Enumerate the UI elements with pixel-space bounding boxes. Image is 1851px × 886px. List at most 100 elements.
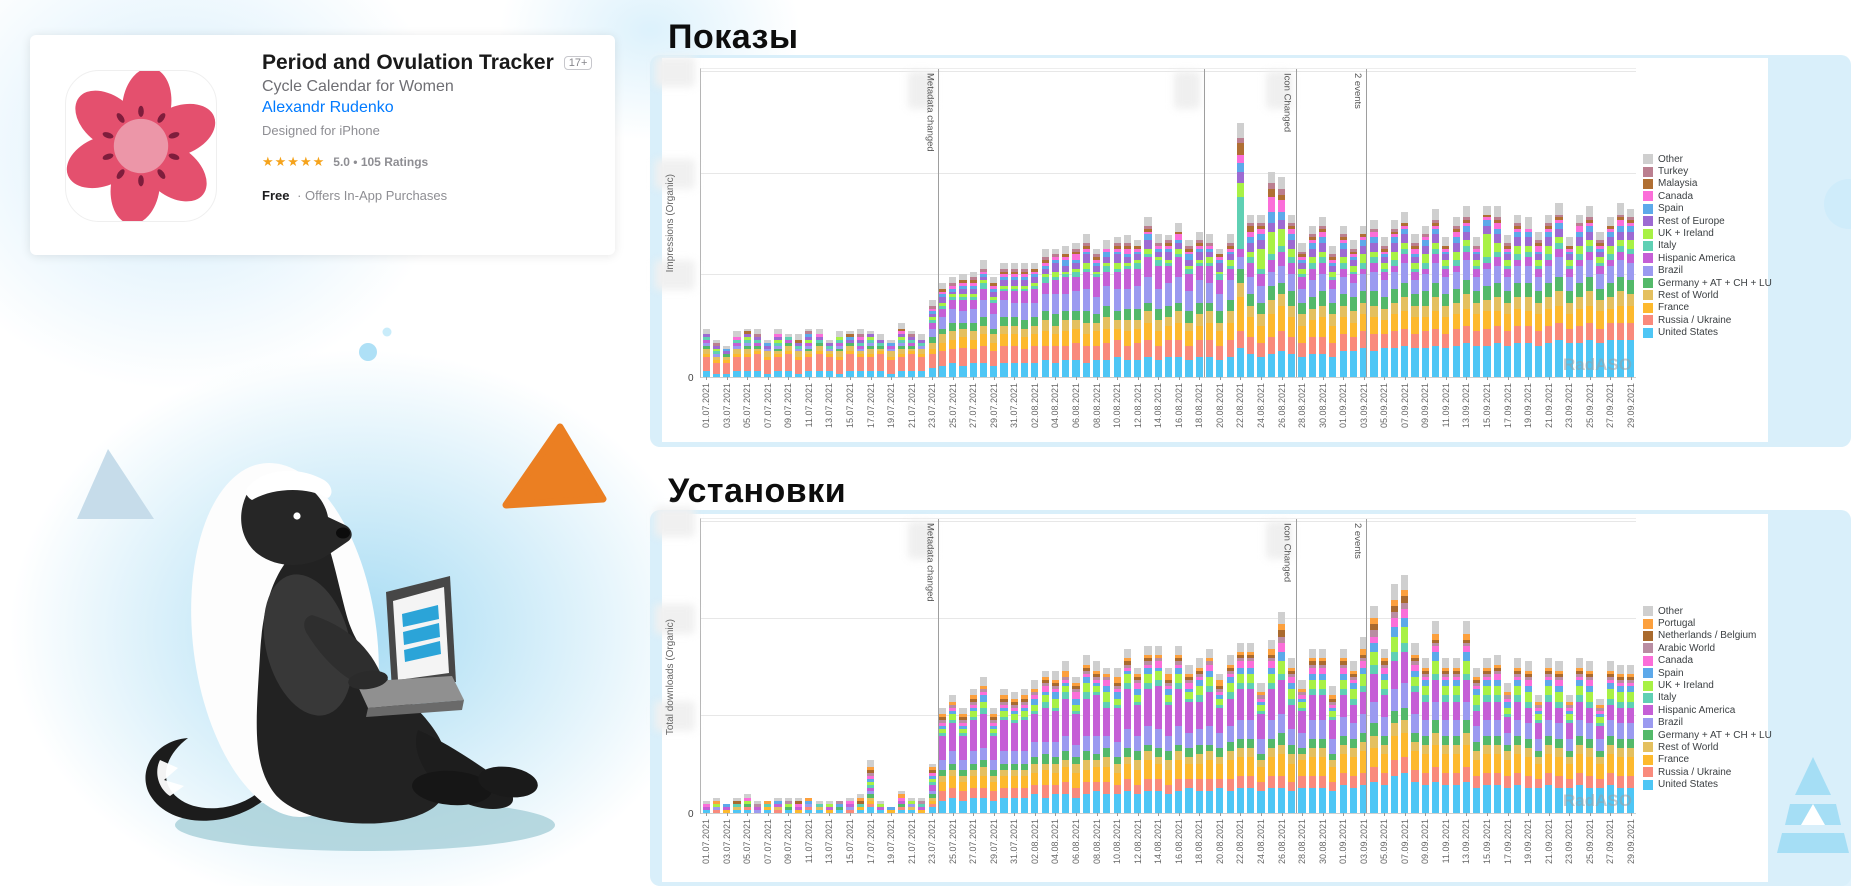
stacked-bar: [1072, 676, 1080, 813]
bar-segment: [856, 351, 864, 355]
bar-segment: [959, 297, 967, 301]
bar-segment: [1072, 710, 1080, 714]
bar-segment: [764, 339, 772, 343]
bar-segment: [1092, 782, 1101, 792]
bar-segment: [1380, 319, 1388, 335]
bar-segment: [1164, 701, 1173, 705]
bar-segment: [1483, 695, 1491, 702]
bar-segment: [897, 800, 905, 804]
bar-segment: [1072, 704, 1080, 711]
bar-segment: [1493, 686, 1501, 696]
bar-segment: [1493, 664, 1501, 668]
bar-segment: [1103, 248, 1111, 252]
bar-segment: [1308, 667, 1316, 674]
bar-segment: [949, 291, 957, 295]
bar-segment: [702, 334, 710, 338]
bar-segment: [866, 803, 875, 807]
bar-slot: 07.07.2021: [763, 519, 773, 864]
bar-segment: [1586, 692, 1594, 702]
bar-segment: [990, 782, 998, 792]
bar-segment: [969, 751, 977, 764]
bar-segment: [1627, 679, 1635, 684]
bar-slot: 19.07.2021: [886, 69, 896, 428]
x-axis-tick: [1384, 377, 1386, 380]
bar-segment: [1319, 305, 1327, 318]
bar-segment: [1349, 673, 1357, 677]
bar-segment: [1154, 686, 1162, 730]
bar-segment: [928, 763, 936, 767]
legend-swatch: [1643, 265, 1653, 276]
bar-segment: [1021, 268, 1029, 272]
stacked-bar: [1031, 679, 1039, 813]
bar-segment: [1555, 217, 1563, 221]
bar-slot: [1410, 519, 1420, 813]
bar-segment: [1575, 325, 1584, 343]
bar-segment: [1452, 679, 1460, 687]
bar-segment: [1411, 248, 1419, 255]
bar-segment: [1216, 254, 1224, 258]
bar-segment: [774, 809, 782, 813]
bar-segment: [795, 359, 803, 375]
bar-segment: [1565, 707, 1573, 711]
bar-segment: [1503, 775, 1512, 789]
bar-segment: [877, 345, 885, 349]
x-axis-tick: [1014, 813, 1016, 816]
bar-segment: [1144, 760, 1152, 779]
bar-segment: [1349, 322, 1357, 338]
bar-segment: [733, 357, 741, 372]
bar-segment: [1062, 331, 1070, 346]
bar-segment: [1524, 757, 1532, 776]
bar-segment: [1072, 328, 1080, 343]
bar-segment: [1298, 698, 1306, 702]
bar-segment: [1370, 243, 1378, 252]
chart-title-installs: Установки: [668, 472, 847, 510]
bar-segment: [1606, 228, 1614, 232]
bar-segment: [1606, 785, 1614, 813]
bar-segment: [866, 772, 875, 776]
bar-segment: [1401, 757, 1409, 773]
bar-segment: [959, 282, 967, 286]
bar-segment: [1575, 265, 1584, 283]
legend-swatch: [1643, 655, 1653, 666]
bar-segment: [959, 726, 967, 730]
bar-segment: [1267, 271, 1275, 286]
installs-chart: 01.07.2021 03.07.2021 05.07.2021 07.07.2021…: [655, 506, 1772, 882]
developer-link[interactable]: Alexandr Rudenko: [262, 99, 394, 116]
stacked-bar: [764, 339, 772, 377]
x-axis-tick: [1569, 377, 1571, 380]
bar-segment: [969, 285, 977, 289]
bar-segment: [1524, 228, 1532, 232]
bar-segment: [1606, 698, 1614, 705]
bar-segment: [1298, 243, 1306, 252]
stacked-bar: [1452, 658, 1460, 813]
bar-segment: [1308, 695, 1316, 721]
bar-segment: [1257, 342, 1265, 358]
x-axis-tick: [932, 813, 934, 816]
bar-segment: [805, 339, 813, 343]
bar-segment: [1062, 254, 1070, 258]
stacked-bar: [1329, 686, 1337, 813]
bar-segment: [1175, 744, 1183, 752]
bar-segment: [1000, 317, 1008, 326]
bar-segment: [1462, 679, 1471, 702]
legend-label: Malaysia: [1658, 178, 1698, 190]
bar-segment: [877, 339, 885, 343]
bar-segment: [1175, 254, 1183, 258]
bar-segment: [753, 803, 762, 807]
x-tick-label: 01.09.2021: [1338, 819, 1349, 865]
bar-segment: [805, 348, 813, 352]
x-tick-label: 25.09.2021: [1584, 819, 1595, 865]
bar-segment: [1226, 673, 1234, 677]
bar-segment: [1144, 664, 1152, 668]
bar-segment: [1226, 245, 1234, 249]
bar-segment: [1021, 707, 1029, 711]
bar-segment: [1606, 245, 1614, 255]
stacked-bar: [1062, 661, 1070, 813]
bar-segment: [1483, 268, 1491, 286]
bar-segment: [805, 357, 813, 372]
bar-segment: [1370, 257, 1378, 263]
bar-segment: [1442, 735, 1450, 745]
bar-segment: [1216, 698, 1224, 705]
x-tick-label: 16.08.2021: [1173, 383, 1184, 429]
y-zero-label: 0: [688, 373, 694, 384]
